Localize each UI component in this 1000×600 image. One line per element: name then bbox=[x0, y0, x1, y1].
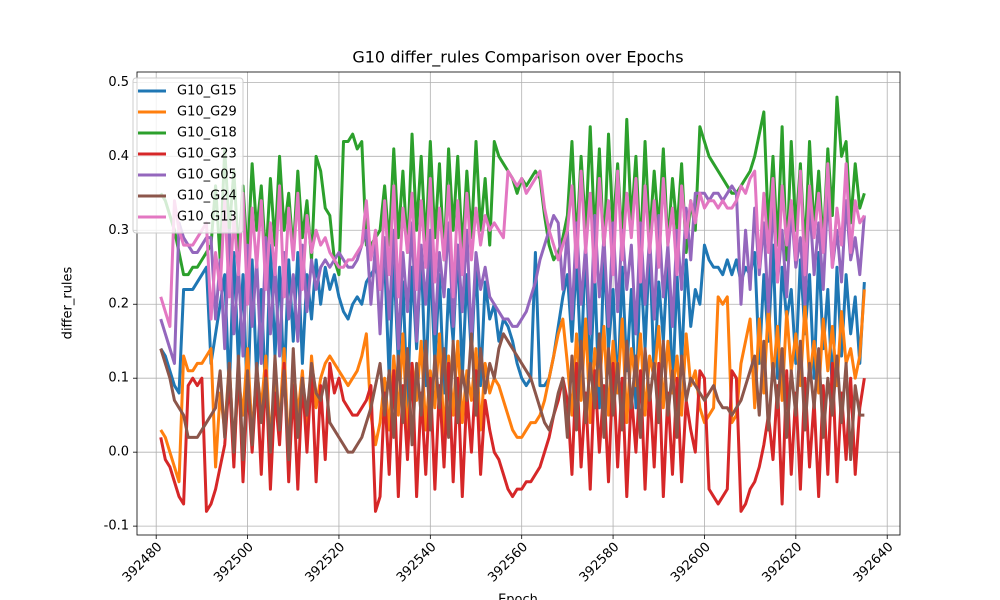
y-tick-label: 0.3 bbox=[108, 223, 129, 238]
series-line bbox=[159, 184, 866, 365]
series-line bbox=[159, 162, 866, 328]
plot-frame bbox=[136, 71, 901, 536]
legend-label: G10_G13 bbox=[177, 210, 237, 225]
y-axis-label: differ_rules bbox=[61, 266, 76, 339]
series-line bbox=[159, 332, 865, 462]
legend-label: G10_G15 bbox=[177, 84, 237, 99]
y-tick-label: -0.1 bbox=[104, 519, 129, 534]
legend-label: G10_G23 bbox=[177, 147, 237, 162]
legend-label: G10_G18 bbox=[177, 126, 237, 141]
y-tick-label: 0.5 bbox=[108, 75, 129, 90]
chart-title: G10 differ_rules Comparison over Epochs bbox=[352, 48, 683, 68]
lines bbox=[159, 95, 866, 513]
x-axis-label: Epoch bbox=[498, 593, 538, 600]
legend-label: G10_G05 bbox=[177, 168, 237, 183]
series-line bbox=[159, 243, 866, 410]
y-tick-label: 0.0 bbox=[108, 445, 129, 460]
legend-label: G10_G29 bbox=[177, 105, 237, 120]
y-tick-label: 0.1 bbox=[108, 371, 129, 386]
y-tick-label: 0.2 bbox=[108, 297, 129, 312]
legend-label: G10_G24 bbox=[177, 189, 237, 204]
legend: G10_G15 G10_G29 G10_G18 G10_G23 G10_G05 G10_G… bbox=[132, 77, 244, 234]
legend-box bbox=[132, 77, 244, 234]
y-tick-label: 0.4 bbox=[108, 149, 129, 164]
